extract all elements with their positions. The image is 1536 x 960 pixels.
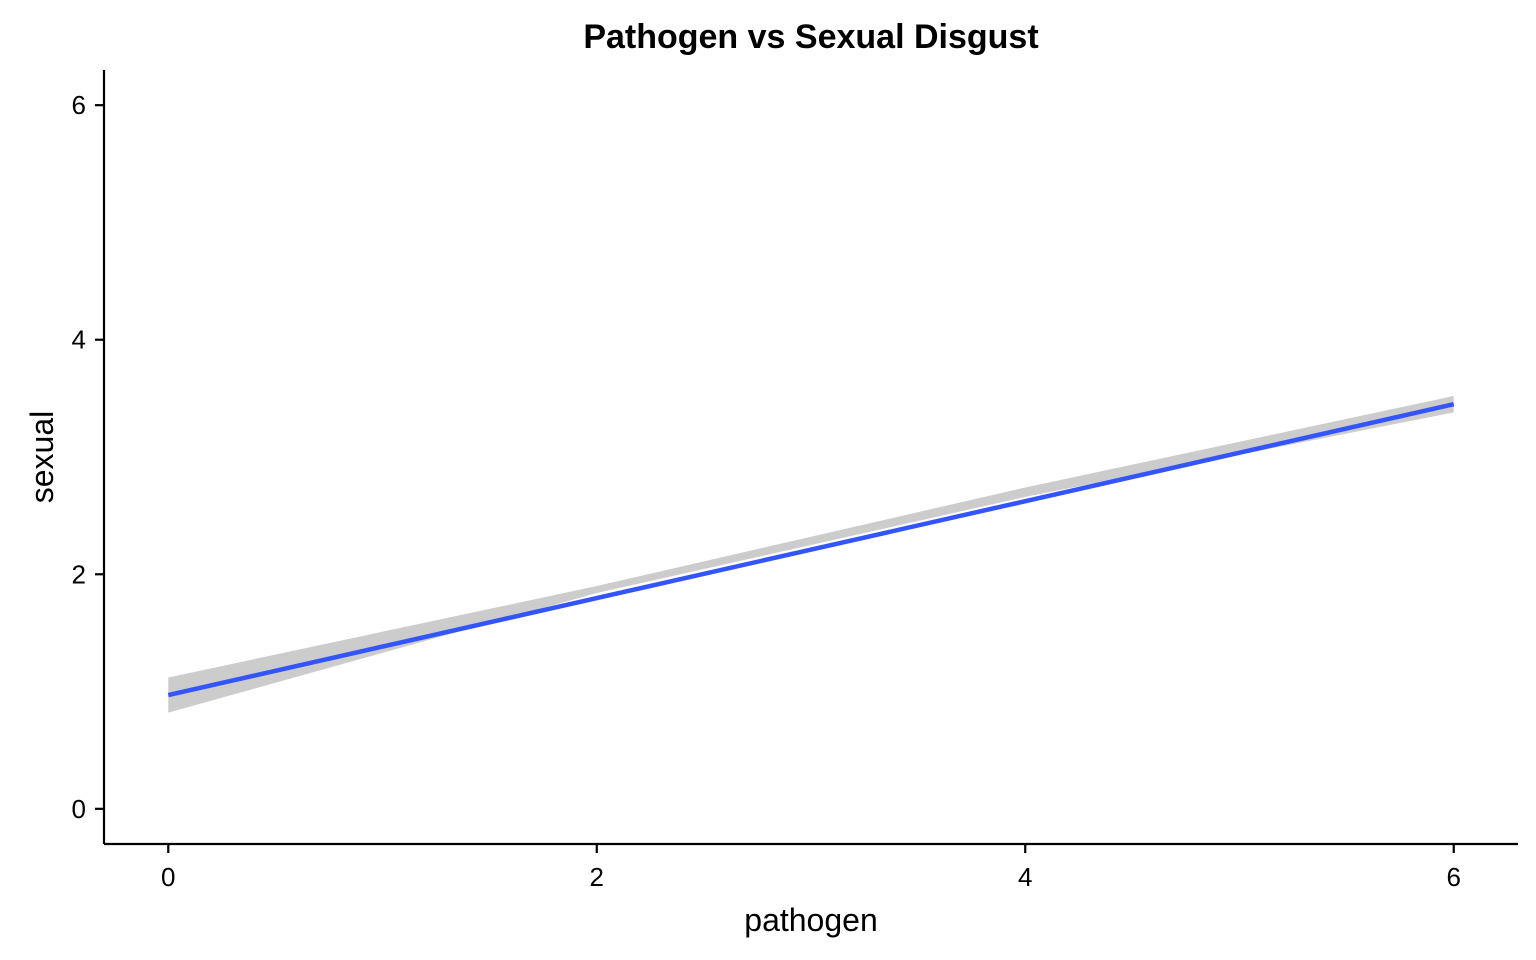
- y-tick-label: 6: [72, 90, 86, 120]
- y-tick-label: 4: [72, 325, 86, 355]
- confidence-band: [168, 396, 1454, 713]
- x-tick-label: 2: [590, 862, 604, 892]
- x-axis-label: pathogen: [744, 902, 877, 938]
- x-ticks: 0 2 4 6: [161, 844, 1461, 892]
- y-tick-label: 2: [72, 559, 86, 589]
- regression-line: [167, 402, 1455, 698]
- y-ticks: 0 2 4 6: [72, 90, 104, 824]
- regression-line-layer: [167, 402, 1455, 698]
- x-tick-label: 4: [1018, 862, 1032, 892]
- y-axis-label: sexual: [24, 411, 60, 504]
- y-tick-label: 0: [72, 794, 86, 824]
- x-tick-label: 0: [161, 862, 175, 892]
- x-tick-label: 6: [1446, 862, 1460, 892]
- chart-title: Pathogen vs Sexual Disgust: [583, 18, 1038, 56]
- confidence-band-layer: [168, 396, 1454, 713]
